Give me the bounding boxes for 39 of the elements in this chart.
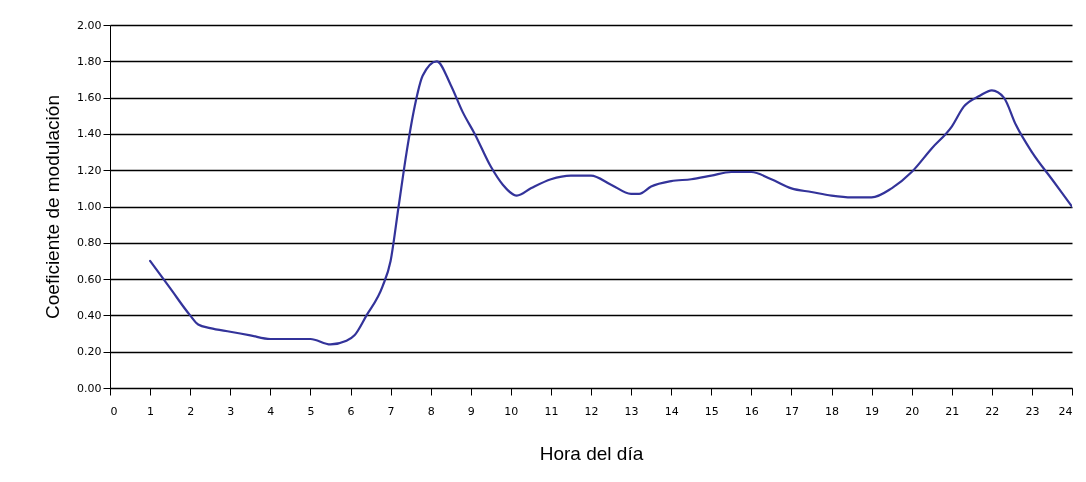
x-tick-label: 1: [147, 404, 155, 418]
x-tick-label: 7: [387, 404, 395, 418]
x-tick-label: 20: [905, 404, 920, 418]
y-tick-label: 0.80: [77, 236, 102, 250]
y-tick-label: 1.00: [77, 200, 102, 213]
x-tick-label: 24: [1058, 404, 1073, 418]
x-tick-label: 9: [467, 404, 475, 418]
x-tick-label: 3: [227, 404, 235, 418]
x-tick-label: 18: [825, 404, 839, 418]
x-tick-label: 10: [504, 404, 519, 418]
y-tick-label: 0.00: [77, 381, 102, 395]
x-tick-label: 14: [664, 404, 679, 418]
y-tick-label: 0.60: [77, 272, 102, 286]
x-tick-label: 17: [784, 404, 799, 418]
x-tick-label: 5: [307, 404, 315, 418]
x-tick-label: 11: [544, 404, 559, 418]
x-tick-label: 19: [865, 404, 880, 418]
y-tick-label: 0.40: [77, 308, 102, 322]
y-tick-label: 0.20: [77, 345, 102, 359]
y-tick-label: 1.40: [77, 127, 102, 141]
x-axis-title: Hora del día: [539, 442, 644, 464]
x-tick-label: 8: [427, 404, 435, 418]
x-tick-label: 0: [110, 404, 118, 418]
x-tick-label: 16: [744, 404, 759, 418]
x-tick-label: 21: [945, 404, 960, 418]
y-tick-label: 1.60: [77, 91, 102, 105]
y-axis-title: Coeficiente de modulación: [42, 95, 64, 319]
x-tick-label: 2: [187, 404, 195, 418]
x-tick-label: 13: [624, 404, 639, 418]
x-tick-label: 6: [347, 404, 355, 418]
x-tick-label: 12: [584, 404, 599, 418]
y-tick-label: 2.00: [77, 18, 102, 32]
line-series: [148, 60, 1072, 346]
y-tick-label: 1.80: [77, 54, 102, 68]
x-tick-label: 15: [704, 404, 719, 418]
x-tick-label: 4: [267, 404, 275, 418]
y-tick-label: 1.20: [77, 163, 102, 177]
x-tick-label: 23: [1025, 404, 1040, 418]
x-tick-label: 22: [985, 404, 1000, 418]
